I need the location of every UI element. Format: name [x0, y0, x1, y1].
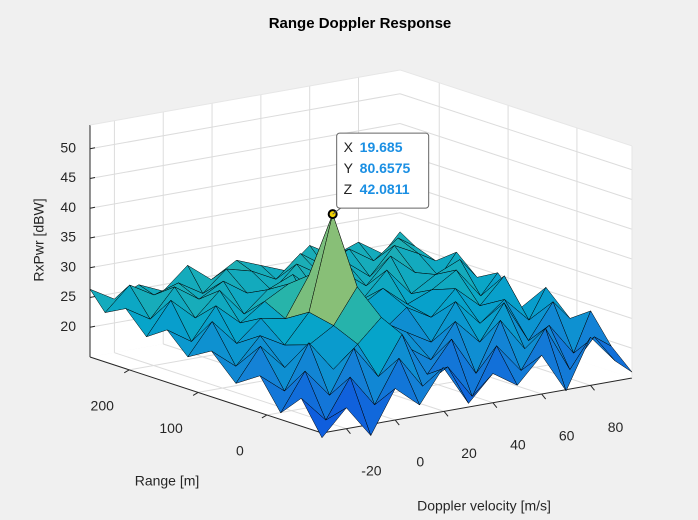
- z-tick-label: 20: [60, 318, 76, 334]
- y-tick-label: 100: [159, 420, 183, 436]
- y-axis-label: Range [m]: [135, 473, 200, 489]
- surface-patch: [301, 398, 347, 439]
- x-tick-label: -20: [361, 462, 381, 478]
- tick-mark: [261, 414, 268, 419]
- grid-line: [399, 212, 633, 290]
- datatip-value: 42.0811: [360, 181, 410, 197]
- datatip-label: X: [344, 139, 354, 155]
- tick-mark: [192, 391, 199, 396]
- tick-mark: [443, 411, 449, 417]
- surface: [89, 213, 633, 439]
- box-edge: [89, 69, 401, 126]
- z-tick-label: 45: [60, 169, 76, 185]
- z-tick-label: 25: [60, 288, 76, 304]
- tick-mark: [89, 147, 96, 150]
- z-axis-label: RxPwr [dBW]: [31, 198, 47, 281]
- datatip-pointer: [332, 207, 341, 215]
- tick-mark: [89, 236, 96, 239]
- tick-mark: [394, 419, 400, 426]
- tick-mark: [123, 369, 130, 374]
- grid-line: [399, 123, 633, 200]
- tick-mark: [492, 402, 498, 408]
- tick-mark: [89, 177, 96, 179]
- datatip-value: 19.685: [360, 139, 403, 155]
- grid-line: [399, 93, 633, 171]
- x-tick-label: 0: [416, 454, 424, 470]
- tick-mark: [89, 266, 96, 269]
- z-tick-label: 50: [60, 139, 76, 155]
- grid-line: [399, 242, 633, 319]
- y-tick-label: 200: [91, 398, 115, 414]
- grid-line: [89, 93, 401, 150]
- tick-mark: [89, 296, 96, 298]
- x-axis-label: Doppler velocity [m/s]: [417, 498, 551, 514]
- tick-mark: [541, 393, 547, 400]
- z-tick-label: 40: [60, 199, 76, 215]
- x-tick-label: 40: [510, 436, 526, 452]
- y-tick-label: 0: [236, 443, 244, 459]
- chart-title: Range Doppler Response: [269, 15, 452, 32]
- tick-mark: [590, 385, 595, 391]
- x-tick-label: 80: [608, 419, 624, 435]
- datatip-box: [336, 132, 430, 209]
- tick-mark: [89, 206, 96, 209]
- grid-line: [399, 152, 633, 230]
- tick-mark: [346, 428, 351, 434]
- datatip-label: Y: [344, 160, 354, 176]
- tick-mark: [89, 325, 96, 328]
- x-tick-label: 60: [559, 428, 575, 444]
- datatip-label: Z: [344, 181, 353, 197]
- x-tick-label: 20: [461, 445, 477, 461]
- box-edge: [399, 69, 633, 147]
- grid-line: [89, 212, 401, 269]
- grid-line: [399, 182, 633, 260]
- z-tick-label: 30: [60, 258, 76, 274]
- datatip-value: 80.6575: [360, 160, 411, 176]
- z-tick-label: 35: [60, 229, 76, 245]
